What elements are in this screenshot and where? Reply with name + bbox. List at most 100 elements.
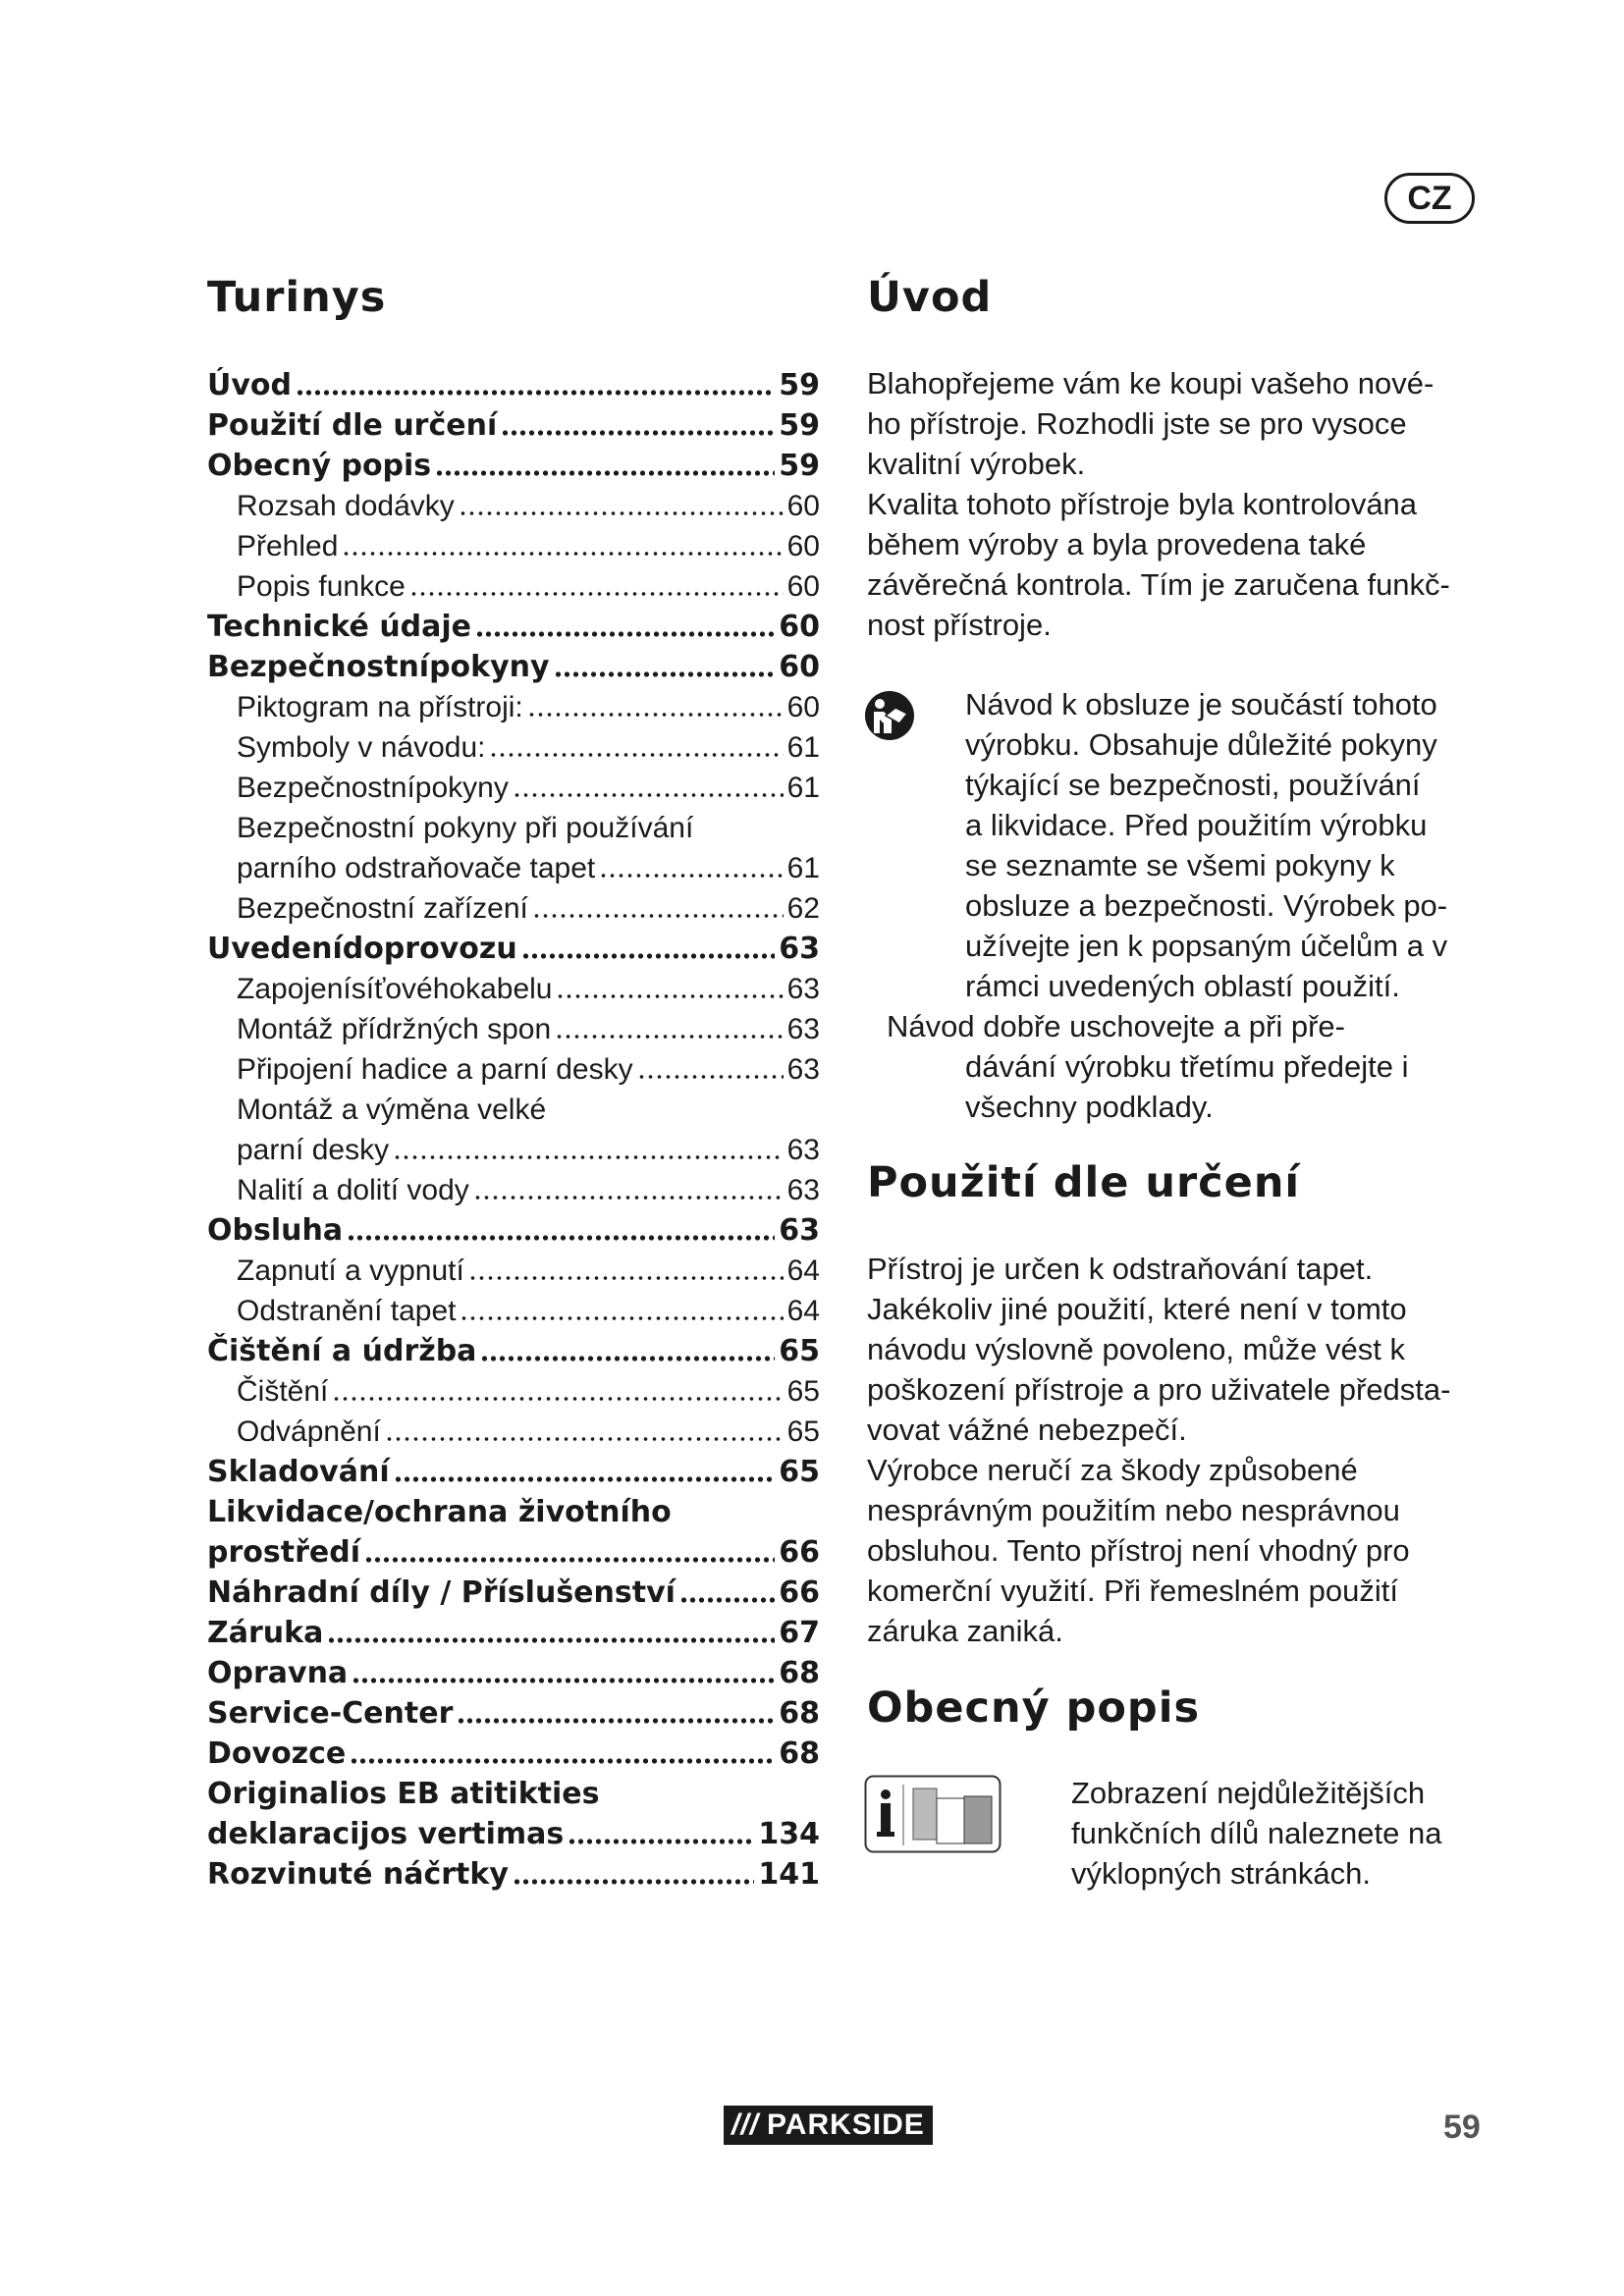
toc-entry[interactable]: Použití dle určení 59 <box>207 405 820 446</box>
dot-leader <box>458 510 784 516</box>
dot-leader <box>393 1154 784 1160</box>
toc-entry-title: Odstranění tapet <box>237 1295 457 1327</box>
toc-entry[interactable]: Čištění 65 <box>207 1371 820 1412</box>
toc-entry-page: 65 <box>779 1334 820 1368</box>
toc-entry[interactable]: deklaracijos vertimas 134 <box>207 1814 820 1854</box>
dot-leader <box>363 1557 776 1563</box>
dot-leader <box>350 1758 776 1764</box>
intended-use-paragraph: Přístroj je určen k odstraňování tapet. J… <box>867 1249 1495 1651</box>
toc-entry-title: Bezpečnostnípokyny <box>237 772 509 804</box>
dot-leader <box>352 1678 776 1683</box>
toc-entry[interactable]: Uvedenídoprovozu 63 <box>207 929 820 969</box>
text-line: kvalitní výrobek. <box>867 447 1086 481</box>
toc-entry[interactable]: Popis funkce 60 <box>207 566 820 607</box>
intro-title: Úvod <box>867 273 993 322</box>
page-number: 59 <box>1443 2109 1481 2146</box>
toc-entry[interactable]: Zapojenísíťovéhokabelu 63 <box>207 969 820 1009</box>
toc-entry-page: 63 <box>786 1174 820 1206</box>
toc-entry-title: Zapnutí a vypnutí <box>237 1255 464 1287</box>
toc-entry[interactable]: Čištění a údržba 65 <box>207 1331 820 1371</box>
toc-entry[interactable]: Bezpečnostnípokyny 61 <box>207 768 820 808</box>
toc-entry-page: 64 <box>786 1255 820 1287</box>
toc-entry-page: 60 <box>786 530 820 562</box>
dot-leader <box>599 873 784 879</box>
toc-entry-title: Bezpečnostní zařízení <box>237 892 528 925</box>
text-line: závěrečná kontrola. Tím je zaručena funk… <box>867 567 1450 602</box>
intro-paragraph: Blahopřejeme vám ke koupi vašeho nové-ho… <box>867 363 1495 645</box>
toc-entry[interactable]: Symboly v návodu: 61 <box>207 727 820 768</box>
toc-entry[interactable]: Přehled 60 <box>207 526 820 566</box>
dot-leader <box>327 1637 776 1643</box>
toc-entry[interactable]: Rozsah dodávky 60 <box>207 486 820 526</box>
toc-entry[interactable]: parního odstraňovače tapet 61 <box>207 848 820 888</box>
toc-entry-title: Rozsah dodávky <box>237 490 455 522</box>
toc-entry[interactable]: Zapnutí a vypnutí 64 <box>207 1251 820 1291</box>
toc-entry-page: 61 <box>786 852 820 884</box>
toc-entry-page: 61 <box>786 731 820 764</box>
text-line: Výrobce neručí za škody způsobené <box>867 1453 1358 1487</box>
toc-entry-title: Bezpečnostnípokyny <box>207 650 550 684</box>
toc-entry[interactable]: parní desky 63 <box>207 1130 820 1170</box>
dot-leader <box>475 631 776 637</box>
text-line: dávání výrobku třetímu předejte i <box>965 1049 1409 1084</box>
toc-entry[interactable]: Technické údaje 60 <box>207 607 820 647</box>
toc-entry[interactable]: Piktogram na přístroji: 60 <box>207 687 820 727</box>
toc-entry-page: 134 <box>758 1817 820 1851</box>
text-line: komerční využití. Při řemeslném použití <box>867 1574 1398 1608</box>
text-line: výrobku. Obsahuje důležité pokyny <box>965 727 1437 762</box>
toc-entry-title: Použití dle určení <box>207 408 498 443</box>
toc-entry-title: Piktogram na přístroji: <box>237 691 523 723</box>
toc-entry[interactable]: Úvod 59 <box>207 365 820 405</box>
toc-entry-title: Úvod <box>207 368 293 402</box>
info-foldout-icon <box>864 1775 1001 1853</box>
dot-leader <box>512 792 784 798</box>
text-line: záruka zaniká. <box>867 1614 1063 1648</box>
toc-entry-page: 60 <box>786 490 820 522</box>
notice-text: Návod k obsluze je součástí tohoto výrobk… <box>965 684 1495 1006</box>
toc-entry-title: Čištění <box>237 1375 329 1408</box>
toc-entry[interactable]: Bezpečnostní zařízení 62 <box>207 888 820 929</box>
text-line: rámci uvedených oblastí použití. <box>965 969 1400 1003</box>
dot-leader <box>636 1074 784 1080</box>
dot-leader <box>489 752 784 758</box>
toc-entry[interactable]: Service-Center 68 <box>207 1693 820 1734</box>
toc-entry-title: Skladování <box>207 1455 390 1489</box>
dot-leader <box>408 591 784 597</box>
toc-entry-page: 60 <box>779 650 820 684</box>
toc-entry[interactable]: Odstranění tapet 64 <box>207 1291 820 1331</box>
toc-entry[interactable]: Skladování 65 <box>207 1452 820 1492</box>
dot-leader <box>512 1879 755 1885</box>
toc-entry[interactable]: Obsluha 63 <box>207 1210 820 1251</box>
toc-entry[interactable]: Montáž přídržných spon 63 <box>207 1009 820 1049</box>
toc-entry[interactable]: Připojení hadice a parní desky 63 <box>207 1049 820 1090</box>
toc-entry[interactable]: Bezpečnostnípokyny 60 <box>207 647 820 687</box>
dot-leader <box>526 712 784 718</box>
text-line: vovat vážné nebezpečí. <box>867 1413 1187 1447</box>
toc-entry[interactable]: Opravna 68 <box>207 1653 820 1693</box>
toc-entry[interactable]: Odvápnění 65 <box>207 1412 820 1452</box>
toc-entry-title: parní desky <box>237 1134 390 1166</box>
toc-entry-title: Dovozce <box>207 1736 347 1771</box>
dot-leader <box>520 953 776 959</box>
toc-entry[interactable]: Náhradní díly / Příslušenství 66 <box>207 1573 820 1613</box>
dot-leader <box>460 1315 784 1321</box>
text-line: obsluhou. Tento přístroj není vhodný pro <box>867 1533 1410 1568</box>
toc-entry-page: 60 <box>786 570 820 603</box>
general-description-text: Zobrazení nejdůležitějších funkčních dílů… <box>1071 1773 1493 1894</box>
toc-entry-title: Nalití a dolití vody <box>237 1174 469 1206</box>
toc-entry-page: 68 <box>779 1656 820 1690</box>
text-line: Návod k obsluze je součástí tohoto <box>965 687 1437 721</box>
text-line: nesprávným použitím nebo nesprávnou <box>867 1493 1400 1527</box>
toc-entry[interactable]: Rozvinuté náčrtky 141 <box>207 1854 820 1895</box>
toc-entry-title: Uvedenídoprovozu <box>207 932 517 966</box>
toc-entry[interactable]: Nalití a dolití vody 63 <box>207 1170 820 1210</box>
toc-entry[interactable]: Záruka 67 <box>207 1613 820 1653</box>
toc-entry-line: Originalios EB atitikties <box>207 1777 600 1811</box>
toc-entry-page: 59 <box>779 408 820 443</box>
toc-entry-title: Zapojenísíťovéhokabelu <box>237 973 553 1005</box>
toc-entry[interactable]: Dovozce 68 <box>207 1734 820 1774</box>
text-line: Přístroj je určen k odstraňování tapet. <box>867 1252 1374 1286</box>
toc-entry-page: 65 <box>786 1375 820 1408</box>
toc-entry[interactable]: Obecný popis 59 <box>207 446 820 486</box>
toc-entry[interactable]: prostředí 66 <box>207 1532 820 1573</box>
